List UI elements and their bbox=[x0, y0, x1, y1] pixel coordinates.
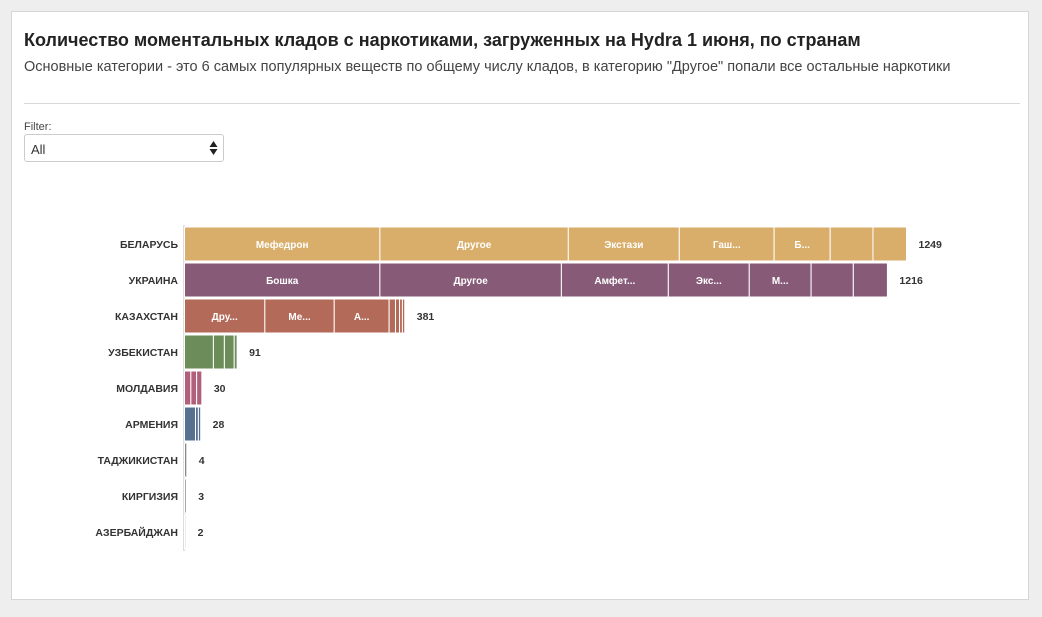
total-value-label: 1216 bbox=[899, 275, 923, 287]
bar-segment[interactable] bbox=[184, 478, 187, 514]
bar-segment[interactable] bbox=[667, 262, 750, 298]
chart-card: Количество моментальных кладов с наркоти… bbox=[11, 11, 1029, 600]
bar-segment[interactable] bbox=[379, 226, 569, 262]
total-value-label: 2 bbox=[198, 527, 204, 539]
segment-label: Другое bbox=[453, 276, 488, 287]
filter-selected-value: All bbox=[31, 142, 46, 157]
bar-segment[interactable] bbox=[233, 334, 238, 370]
bar-segment[interactable] bbox=[394, 298, 401, 334]
bar-segment[interactable] bbox=[197, 406, 202, 442]
category-label: КИРГИЗИЯ bbox=[122, 491, 178, 503]
bar-segment[interactable] bbox=[184, 406, 196, 442]
bar-segment[interactable] bbox=[184, 370, 192, 406]
bar-segment[interactable] bbox=[333, 298, 390, 334]
bar-segment[interactable] bbox=[212, 334, 225, 370]
total-value-label: 28 bbox=[213, 419, 225, 431]
bar-segment[interactable] bbox=[196, 370, 203, 406]
segment-label: Гаш... bbox=[713, 240, 741, 251]
segment-label: Б... bbox=[794, 240, 810, 251]
bar-segment[interactable] bbox=[872, 226, 907, 262]
segment-label: Экстази bbox=[604, 240, 643, 251]
bar-segment[interactable] bbox=[264, 298, 335, 334]
bar-segment[interactable] bbox=[773, 226, 831, 262]
filter-dropdown[interactable]: All bbox=[24, 134, 224, 162]
segment-label: Другое bbox=[457, 240, 492, 251]
bar-segment[interactable] bbox=[379, 262, 562, 298]
bar-segment[interactable] bbox=[567, 226, 680, 262]
segment-label: Мефедрон bbox=[256, 239, 309, 251]
total-value-label: 30 bbox=[214, 383, 226, 395]
updown-arrows-icon bbox=[209, 141, 218, 155]
segment-label: А... bbox=[354, 312, 370, 323]
category-label: УЗБЕКИСТАН bbox=[108, 347, 178, 359]
category-label: БЕЛАРУСЬ bbox=[120, 239, 178, 251]
category-label: ТАДЖИКИСТАН bbox=[98, 455, 178, 467]
bar-segment[interactable] bbox=[560, 262, 669, 298]
bar-segment[interactable] bbox=[184, 226, 381, 262]
bar-segment[interactable] bbox=[829, 226, 874, 262]
total-value-label: 4 bbox=[199, 455, 205, 467]
bar-segment[interactable] bbox=[852, 262, 888, 298]
segment-label: Ме... bbox=[288, 312, 310, 323]
bar-segment[interactable] bbox=[184, 262, 381, 298]
bar-segment[interactable] bbox=[223, 334, 235, 370]
bar-segment[interactable] bbox=[184, 334, 214, 370]
segment-label: Дру... bbox=[212, 312, 238, 323]
category-label: АЗЕРБАЙДЖАН bbox=[95, 526, 178, 539]
category-label: МОЛДАВИЯ bbox=[116, 383, 178, 395]
bar-segment[interactable] bbox=[190, 370, 198, 406]
chart-subtitle: Основные категории - это 6 самых популяр… bbox=[24, 59, 951, 75]
bar-segment[interactable] bbox=[748, 262, 812, 298]
filter-label: Filter: bbox=[24, 121, 52, 133]
bar-segment[interactable] bbox=[401, 298, 406, 334]
chart-title: Количество моментальных кладов с наркоти… bbox=[24, 30, 861, 50]
category-label: КАЗАХСТАН bbox=[115, 311, 178, 323]
segment-label: М... bbox=[772, 276, 789, 287]
bar-segment[interactable] bbox=[678, 226, 775, 262]
bar-segment[interactable] bbox=[810, 262, 854, 298]
header-divider bbox=[24, 103, 1020, 104]
bar-segment[interactable] bbox=[184, 442, 188, 478]
total-value-label: 3 bbox=[198, 491, 204, 503]
category-label: АРМЕНИЯ bbox=[125, 419, 178, 431]
segment-label: Амфет... bbox=[594, 275, 635, 287]
total-value-label: 381 bbox=[417, 311, 435, 323]
bar-segment[interactable] bbox=[388, 298, 396, 334]
bar-segment[interactable] bbox=[184, 298, 266, 334]
segment-label: Экс... bbox=[696, 276, 722, 287]
total-value-label: 1249 bbox=[919, 239, 943, 251]
total-value-label: 91 bbox=[249, 347, 261, 359]
category-label: УКРАИНА bbox=[129, 275, 179, 287]
segment-label: Бошка bbox=[266, 276, 299, 287]
bar-segment[interactable] bbox=[184, 514, 187, 550]
